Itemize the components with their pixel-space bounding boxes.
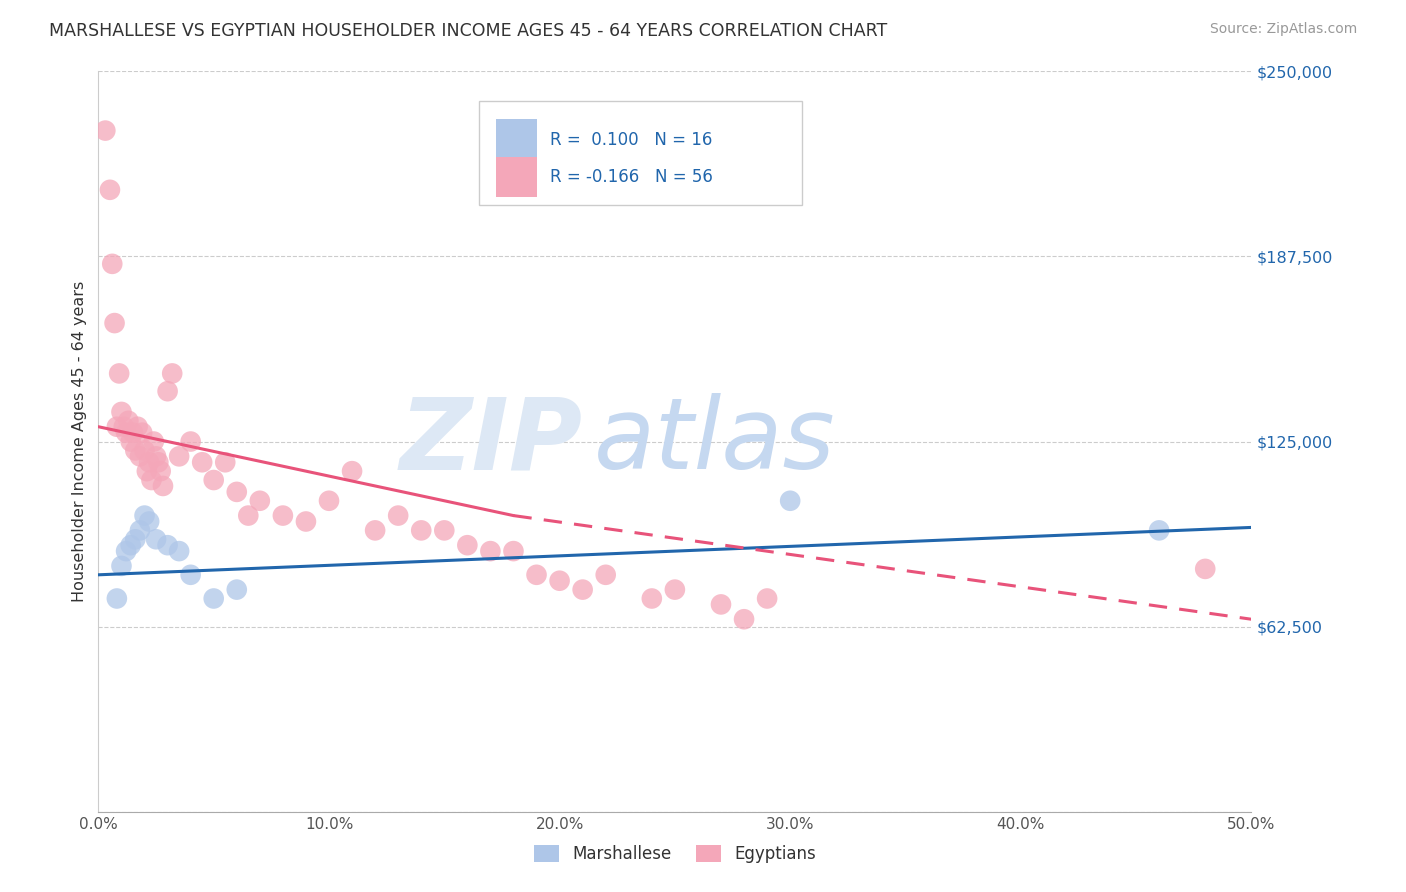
Text: R = -0.166   N = 56: R = -0.166 N = 56 xyxy=(550,168,713,186)
Point xyxy=(156,384,179,399)
Point xyxy=(779,493,801,508)
Point xyxy=(502,544,524,558)
Point xyxy=(138,455,160,469)
Point xyxy=(340,464,363,478)
Point xyxy=(641,591,664,606)
Point xyxy=(141,473,163,487)
Point xyxy=(180,434,202,449)
Point xyxy=(1194,562,1216,576)
Point xyxy=(105,591,128,606)
Text: ZIP: ZIP xyxy=(399,393,582,490)
Point xyxy=(127,419,149,434)
Point xyxy=(202,473,225,487)
Point xyxy=(238,508,260,523)
Point xyxy=(135,464,157,478)
Point xyxy=(433,524,456,538)
Point xyxy=(664,582,686,597)
Point xyxy=(180,567,202,582)
Point xyxy=(138,515,160,529)
Point xyxy=(117,414,139,428)
Point xyxy=(733,612,755,626)
Point xyxy=(148,455,170,469)
Point xyxy=(479,544,502,558)
FancyBboxPatch shape xyxy=(479,101,801,204)
Point xyxy=(225,582,247,597)
Text: atlas: atlas xyxy=(595,393,835,490)
Point xyxy=(115,425,138,440)
Point xyxy=(548,574,571,588)
Point xyxy=(160,367,183,381)
Text: R =  0.100   N = 16: R = 0.100 N = 16 xyxy=(550,131,713,149)
Point xyxy=(94,123,117,137)
Point xyxy=(249,493,271,508)
Point xyxy=(120,538,142,552)
Point xyxy=(167,450,190,464)
Point xyxy=(191,455,214,469)
Point xyxy=(112,419,135,434)
Point xyxy=(98,183,121,197)
Point xyxy=(387,508,409,523)
Point xyxy=(134,443,156,458)
Point xyxy=(134,508,156,523)
Legend: Marshallese, Egyptians: Marshallese, Egyptians xyxy=(527,838,823,870)
Point xyxy=(595,567,617,582)
Point xyxy=(295,515,318,529)
Point xyxy=(110,405,132,419)
Bar xyxy=(496,120,537,161)
Point xyxy=(202,591,225,606)
Point xyxy=(167,544,190,558)
Point xyxy=(142,434,165,449)
Point xyxy=(710,598,733,612)
Y-axis label: Householder Income Ages 45 - 64 years: Householder Income Ages 45 - 64 years xyxy=(72,281,87,602)
Point xyxy=(103,316,125,330)
Text: MARSHALLESE VS EGYPTIAN HOUSEHOLDER INCOME AGES 45 - 64 YEARS CORRELATION CHART: MARSHALLESE VS EGYPTIAN HOUSEHOLDER INCO… xyxy=(49,22,887,40)
Point xyxy=(1147,524,1170,538)
Point xyxy=(145,533,167,547)
Point xyxy=(115,544,138,558)
Point xyxy=(145,450,167,464)
Point xyxy=(411,524,433,538)
Text: Source: ZipAtlas.com: Source: ZipAtlas.com xyxy=(1209,22,1357,37)
Point xyxy=(156,538,179,552)
Bar xyxy=(496,156,537,197)
Point xyxy=(571,582,593,597)
Point xyxy=(756,591,779,606)
Point xyxy=(108,367,131,381)
Point xyxy=(101,257,124,271)
Point xyxy=(225,484,247,499)
Point xyxy=(129,450,152,464)
Point xyxy=(110,558,132,573)
Point xyxy=(131,425,153,440)
Point xyxy=(214,455,236,469)
Point xyxy=(364,524,387,538)
Point xyxy=(152,479,174,493)
Point xyxy=(124,443,146,458)
Point xyxy=(124,533,146,547)
Point xyxy=(526,567,548,582)
Point xyxy=(456,538,478,552)
Point xyxy=(129,524,152,538)
Point xyxy=(105,419,128,434)
Point xyxy=(149,464,172,478)
Point xyxy=(120,434,142,449)
Point xyxy=(271,508,294,523)
Point xyxy=(122,425,145,440)
Point xyxy=(318,493,340,508)
